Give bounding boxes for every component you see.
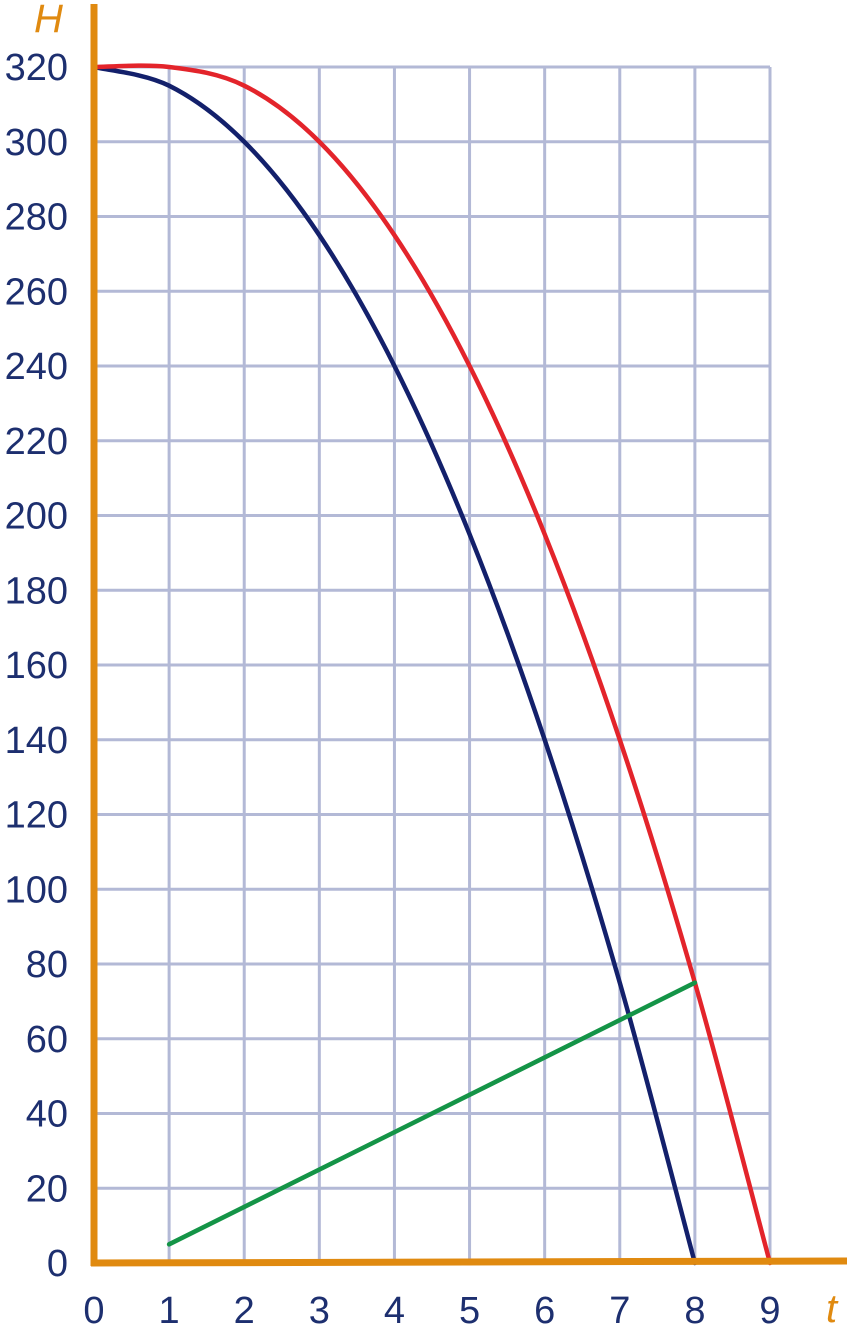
x-tick-label: 0 bbox=[83, 1290, 104, 1327]
y-tick-label: 160 bbox=[5, 645, 68, 687]
y-tick-label: 240 bbox=[5, 346, 68, 388]
x-axis-label: t bbox=[826, 1287, 839, 1327]
grid bbox=[94, 65, 772, 1263]
series-line-2 bbox=[91, 63, 773, 1266]
y-tick-labels: 0 20 40 60 80 100 120 140 160 180 200 220 240 260 280 3… bbox=[5, 47, 68, 1285]
y-tick-label: 0 bbox=[47, 1243, 68, 1285]
series-line-1 bbox=[91, 64, 698, 1266]
x-tick-label: 2 bbox=[234, 1290, 255, 1327]
y-axis-label: H bbox=[34, 0, 63, 41]
x-tick-label: 5 bbox=[459, 1290, 480, 1327]
y-tick-label: 220 bbox=[5, 421, 68, 463]
x-tick-label: 6 bbox=[534, 1290, 555, 1327]
y-tick-label: 280 bbox=[5, 197, 68, 239]
series-lines bbox=[91, 63, 773, 1266]
y-tick-label: 60 bbox=[26, 1019, 68, 1061]
y-tick-label: 300 bbox=[5, 122, 68, 164]
y-tick-label: 140 bbox=[5, 720, 68, 762]
y-tick-label: 80 bbox=[26, 944, 68, 986]
x-tick-label: 9 bbox=[759, 1290, 780, 1327]
y-tick-label: 180 bbox=[5, 570, 68, 612]
y-tick-label: 40 bbox=[26, 1094, 68, 1136]
x-tick-labels: 0 1 2 3 4 5 6 7 8 9 bbox=[83, 1290, 780, 1327]
x-axis-line bbox=[90, 1257, 848, 1267]
y-tick-label: 20 bbox=[26, 1168, 68, 1210]
axes bbox=[90, 4, 848, 1267]
x-tick-label: 8 bbox=[684, 1290, 705, 1327]
y-tick-label: 200 bbox=[5, 496, 68, 538]
y-tick-label: 120 bbox=[5, 795, 68, 837]
x-tick-label: 4 bbox=[384, 1290, 405, 1327]
y-tick-label: 100 bbox=[5, 869, 68, 911]
y-tick-label: 260 bbox=[5, 271, 68, 313]
series-line-3 bbox=[166, 980, 698, 1247]
y-tick-label: 320 bbox=[5, 47, 68, 89]
x-tick-label: 3 bbox=[309, 1290, 330, 1327]
x-tick-label: 1 bbox=[159, 1290, 180, 1327]
x-tick-label: 7 bbox=[609, 1290, 630, 1327]
